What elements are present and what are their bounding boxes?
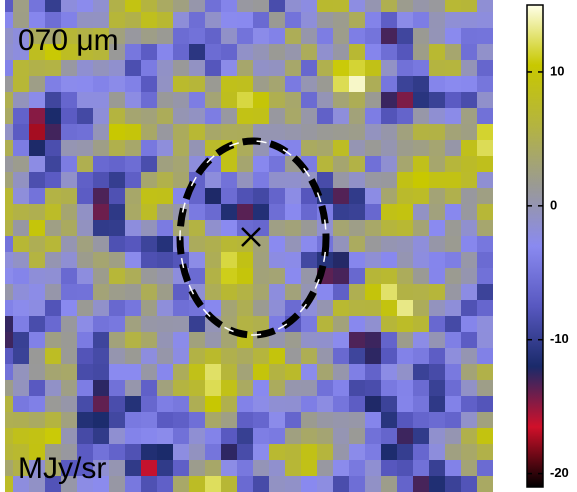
image xyxy=(5,0,493,492)
colorbar-tick-label: -10 xyxy=(550,331,569,346)
center-marker xyxy=(241,227,261,247)
colorbar-tick-label: 0 xyxy=(550,197,557,212)
colorbar-tick-label: 10 xyxy=(550,63,564,78)
unit-label: MJy/sr xyxy=(18,452,106,485)
colorbar-tick-label: -20 xyxy=(550,465,569,480)
aperture-inner xyxy=(179,140,327,336)
band-label: 070 μm xyxy=(18,24,119,57)
colorbar xyxy=(526,4,544,488)
